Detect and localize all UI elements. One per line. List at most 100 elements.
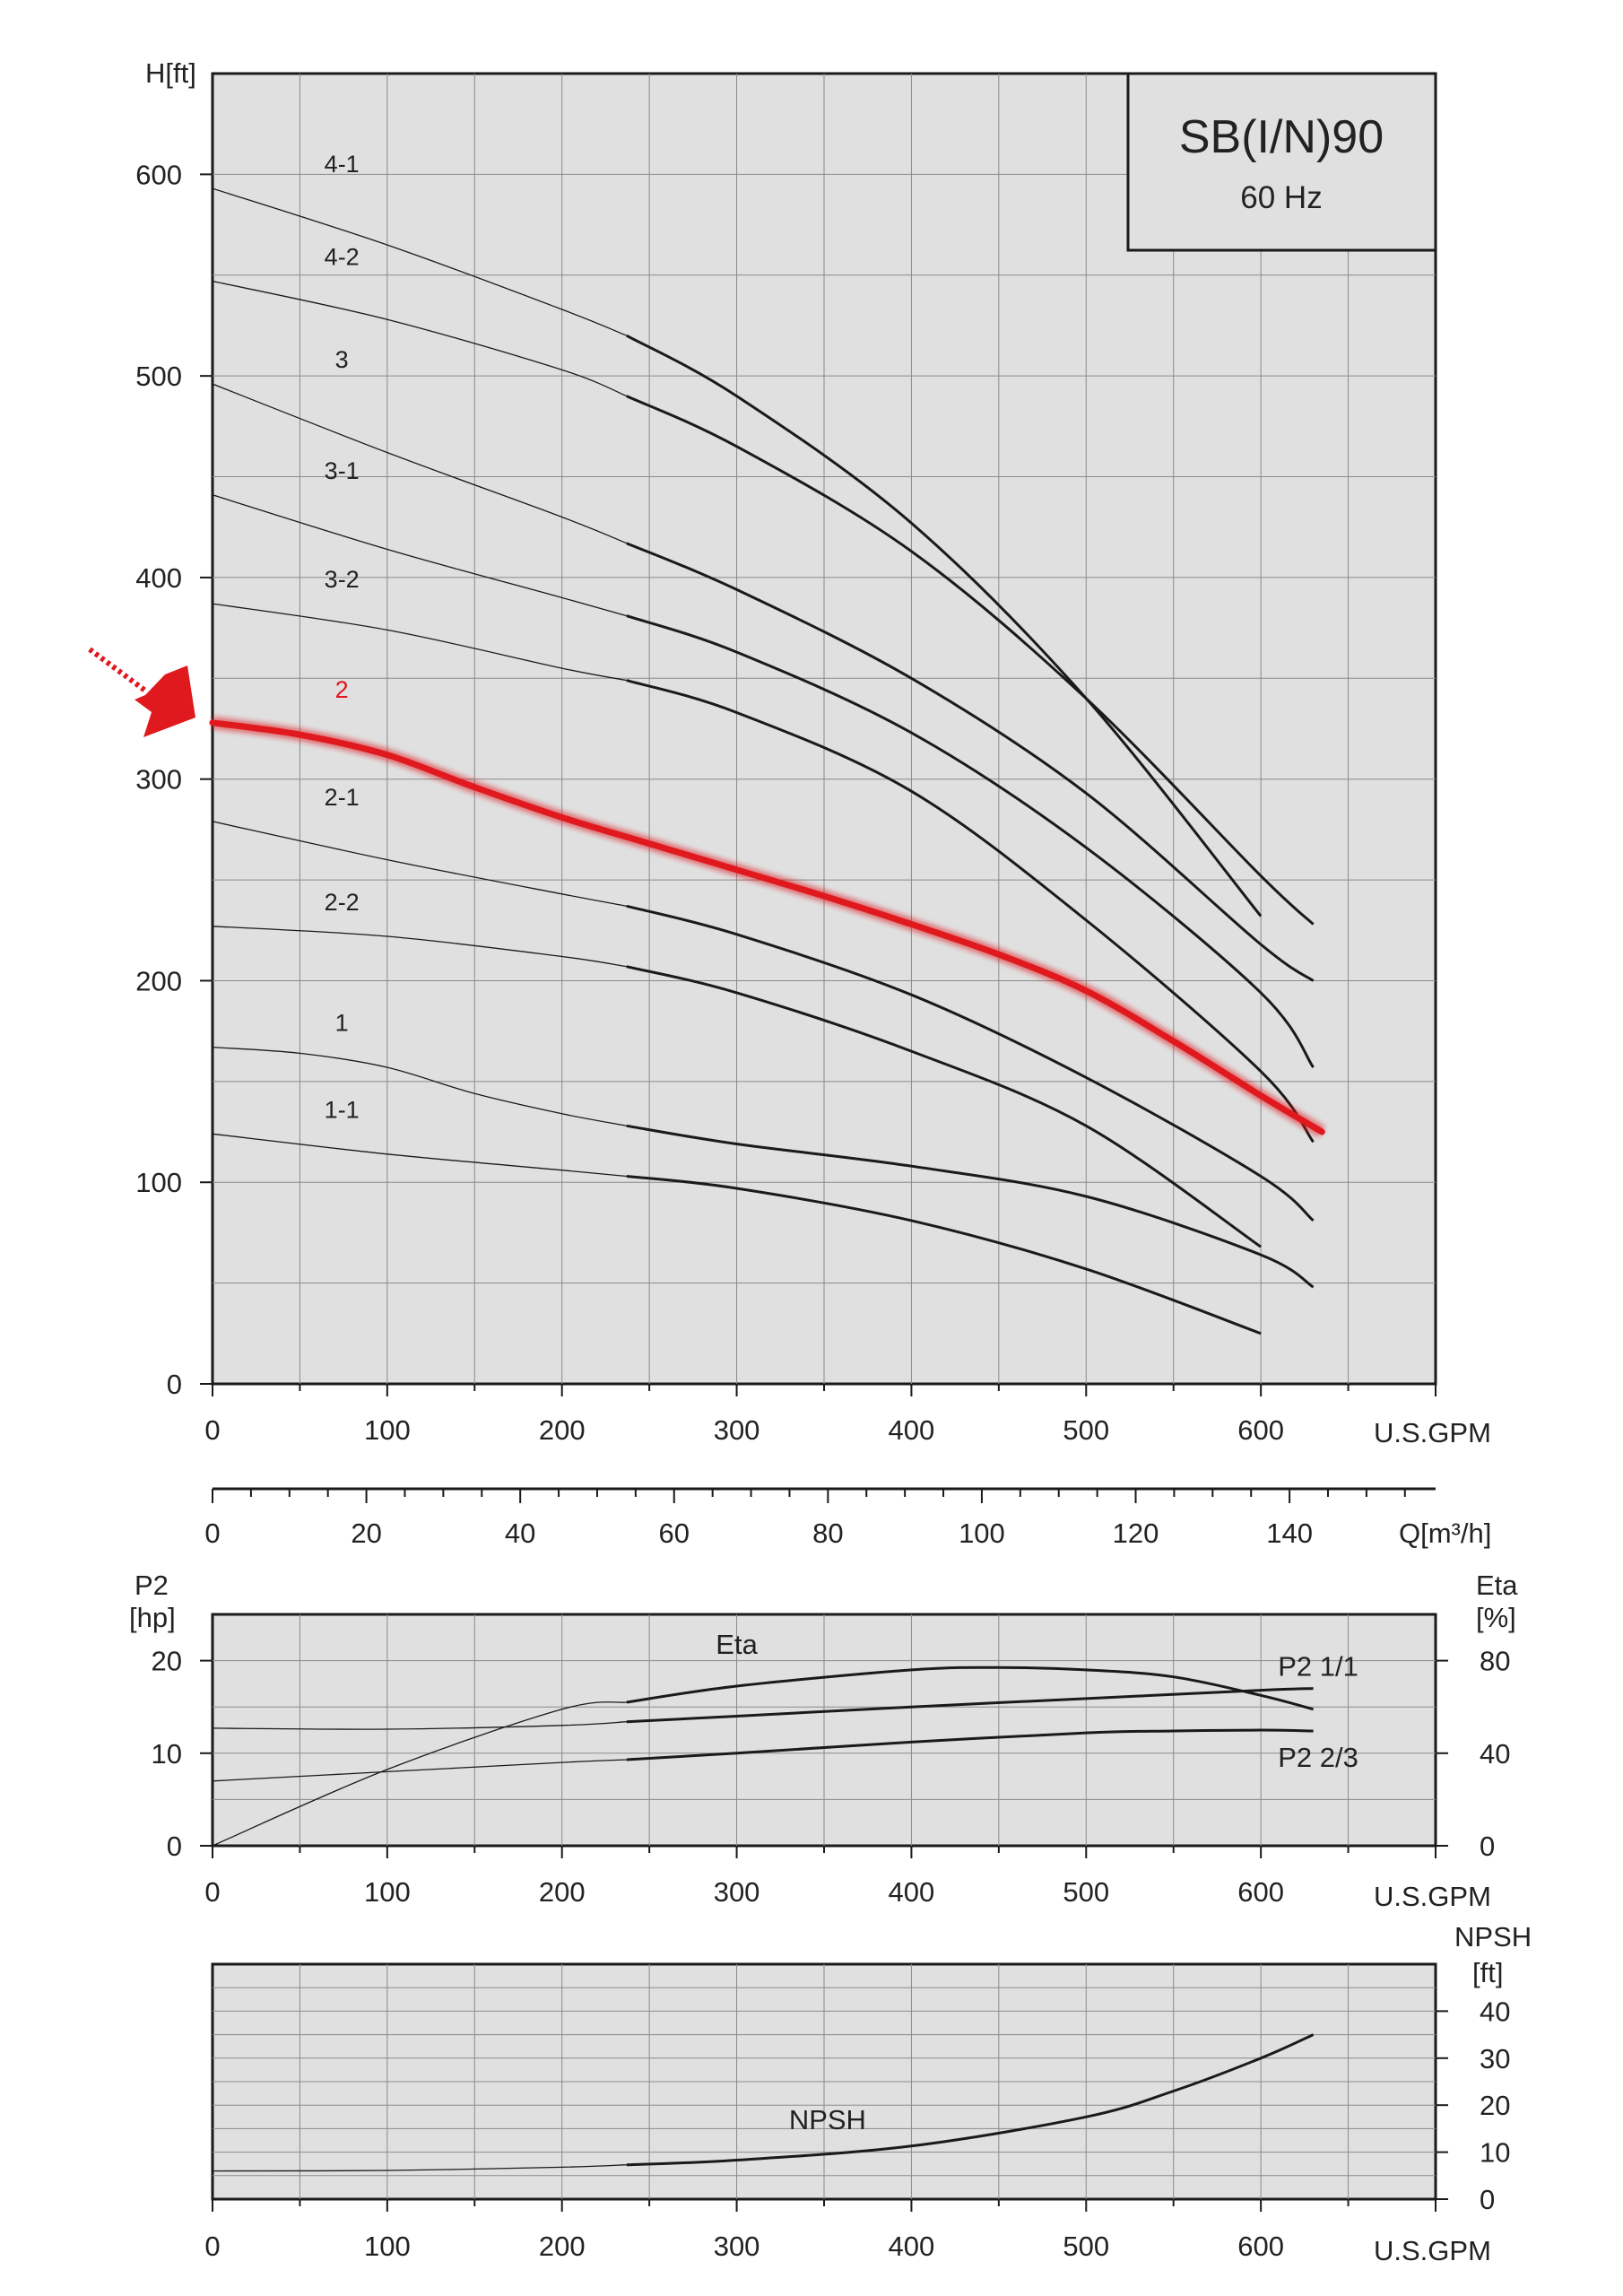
head-curve-2	[209, 719, 1325, 1135]
head-curve-label-1-1: 1-1	[325, 1096, 360, 1123]
head-curve-2-1	[626, 904, 1315, 1222]
head-curve-2-2	[626, 965, 1262, 1248]
frequency-label: 60 Hz	[1240, 180, 1322, 215]
eta-y-tick-label: 40	[1480, 1738, 1510, 1770]
head-x-tick-label: 400	[889, 1414, 935, 1446]
power-eta-x-tick-label: 400	[889, 1876, 935, 1908]
head-curve-label-3-2: 3-2	[325, 566, 360, 593]
eta-y-axis-title-line1: Eta	[1476, 1570, 1518, 1601]
head-curve-label-2-1: 2-1	[325, 784, 360, 811]
head-x-axis-title: U.S.GPM	[1374, 1417, 1491, 1448]
curve-label-p2-1-1: P2 1/1	[1278, 1651, 1358, 1683]
head-x-tick-label: 200	[539, 1414, 586, 1446]
head-x-tick-label: 0	[204, 1414, 220, 1446]
npsh-gridlines	[213, 1964, 1436, 2199]
npsh-y-axis-title-line1: NPSH	[1454, 1921, 1532, 1952]
npsh-y-axis-title: NPSH [ft]	[1454, 1921, 1532, 1988]
head-curve-4-1	[626, 334, 1263, 918]
curve-p2-2-3	[626, 1728, 1314, 1761]
curve-npsh	[626, 2033, 1315, 2167]
eta-y-axis-title-line2: [%]	[1476, 1602, 1516, 1633]
head-curve-1	[626, 1124, 1315, 1289]
head-gridlines	[213, 74, 1436, 1384]
head-x-tick-label: 300	[714, 1414, 760, 1446]
npsh-chart: NPSH 0 100 200 300 400 500 600 0 10 20 30 40 NPSH [f…	[204, 1921, 1532, 2266]
curve-label-npsh: NPSH	[789, 2104, 866, 2135]
flow-m3h-tick-label: 0	[204, 1518, 220, 1549]
head-curve-3-2	[626, 679, 1315, 1144]
selection-arrow-icon	[88, 647, 195, 737]
power-y-axis-title: P2 [hp]	[129, 1570, 176, 1633]
head-x-tick-label: 500	[1063, 1414, 1109, 1446]
head-y-axis-title: H[ft]	[145, 57, 196, 89]
power-y-axis-title-line2: [hp]	[129, 1602, 176, 1633]
npsh-x-tick-label: 500	[1063, 2231, 1109, 2262]
npsh-y-tick-label: 40	[1480, 1996, 1510, 2027]
npsh-x-tick-label: 100	[364, 2231, 411, 2262]
head-curve-3-1-low-flow	[212, 494, 627, 617]
head-x-tick-label: 100	[364, 1414, 411, 1446]
power-eta-curves: Eta P2 1/1 P2 2/3	[212, 1629, 1358, 1847]
head-curve-3	[626, 542, 1315, 982]
curve-eta	[626, 1665, 1314, 1711]
head-x-tick-label: 600	[1237, 1414, 1284, 1446]
title-box	[1126, 72, 1437, 252]
npsh-x-tick-label: 400	[889, 2231, 935, 2262]
power-y-tick-label: 20	[152, 1646, 182, 1677]
npsh-x-tick-label: 0	[204, 2231, 220, 2262]
power-eta-x-tick-label: 0	[204, 1876, 220, 1908]
eta-y-tick-label: 0	[1480, 1831, 1495, 1862]
head-curve-4-2	[626, 395, 1315, 926]
flow-m3h-tick-label: 80	[812, 1518, 843, 1549]
flow-m3h-tick-label: 20	[351, 1518, 381, 1549]
npsh-y-tick-label: 30	[1480, 2043, 1510, 2074]
npsh-y-axis-title-line2: [ft]	[1472, 1957, 1503, 1988]
head-curve-1-1	[626, 1175, 1262, 1335]
npsh-x-tick-label: 200	[539, 2231, 586, 2262]
power-eta-x-tick-label: 500	[1063, 1876, 1109, 1908]
head-curve-label-3: 3	[335, 346, 349, 373]
npsh-x-tick-label: 600	[1237, 2231, 1284, 2262]
power-y-tick-label: 10	[152, 1738, 182, 1770]
head-curve-label-2-2: 2-2	[325, 889, 360, 916]
head-y-tick-label: 100	[135, 1167, 182, 1198]
head-curve-label-3-1: 3-1	[325, 457, 360, 484]
head-curve-3-1	[626, 614, 1315, 1068]
npsh-x-axis-title: U.S.GPM	[1374, 2235, 1491, 2266]
head-axis-ticks: 0 100 200 300 400 500 600 0 100 200 300 400 500 600	[135, 159, 1436, 1446]
eta-y-tick-label: 80	[1480, 1646, 1510, 1677]
eta-y-axis-title: Eta [%]	[1476, 1570, 1518, 1633]
npsh-y-tick-label: 0	[1480, 2184, 1495, 2215]
head-curve-4-2-low-flow	[212, 280, 628, 397]
power-eta-x-tick-label: 300	[714, 1876, 760, 1908]
head-chart: 4-1 4-2 3 3-1 3-2 2 2-1 2-2 1 1-1 0 100 200 300 400 50…	[88, 57, 1491, 1448]
head-curve-label-2: 2	[335, 676, 349, 703]
head-y-tick-label: 600	[135, 159, 182, 190]
flow-m3h-tick-label: 100	[959, 1518, 1005, 1549]
flow-m3h-axis-title: Q[m³/h]	[1399, 1518, 1491, 1549]
head-curves: 4-1 4-2 3 3-1 3-2 2 2-1 2-2 1 1-1	[209, 151, 1325, 1335]
head-y-tick-label: 400	[135, 562, 182, 594]
power-eta-x-tick-label: 100	[364, 1876, 411, 1908]
curve-eta-low-flow	[212, 1701, 627, 1847]
npsh-curves: NPSH	[212, 2033, 1315, 2172]
flow-m3h-tick-label: 140	[1266, 1518, 1313, 1549]
head-y-tick-label: 200	[135, 965, 182, 996]
flow-m3h-axis: Q[m³/h] 0 20 40 60 80 100 120 140	[204, 1487, 1491, 1549]
head-y-tick-label: 500	[135, 361, 182, 392]
curve-p2-1-1-low-flow	[212, 1721, 627, 1730]
head-curve-4-1-low-flow	[212, 187, 628, 336]
power-eta-x-tick-label: 600	[1237, 1876, 1284, 1908]
flow-m3h-tick-label: 40	[505, 1518, 535, 1549]
power-y-axis-title-line1: P2	[135, 1570, 169, 1601]
head-curve-2-2-low-flow	[212, 926, 627, 968]
head-curve-3-low-flow	[212, 383, 628, 544]
head-curve-1-1-low-flow	[212, 1133, 627, 1178]
npsh-y-tick-label: 20	[1480, 2090, 1510, 2121]
power-eta-x-tick-label: 200	[539, 1876, 586, 1908]
head-curve-label-1: 1	[335, 1010, 349, 1037]
flow-m3h-tick-label: 60	[659, 1518, 690, 1549]
